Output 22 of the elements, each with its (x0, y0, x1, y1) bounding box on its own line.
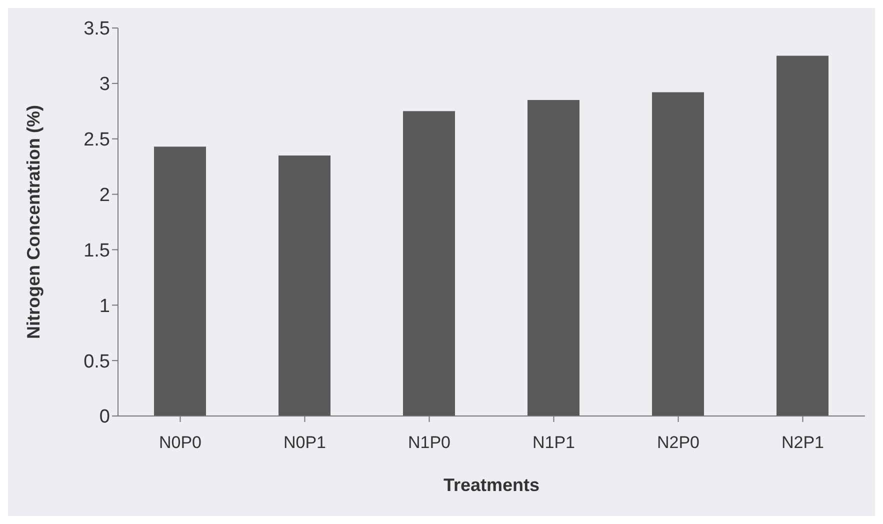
bar (528, 100, 580, 416)
y-tick-label: 2.5 (84, 130, 110, 151)
x-axis-title: Treatments (443, 475, 540, 495)
y-tick-label: 1.5 (84, 240, 110, 262)
bar (154, 146, 206, 416)
bar (652, 92, 704, 416)
x-tick-label: N1P0 (408, 433, 451, 452)
y-tick-label: 2 (99, 185, 110, 206)
y-tick-label: 0 (99, 406, 110, 428)
x-tick-label: N2P1 (781, 433, 824, 452)
bar (776, 56, 828, 416)
y-tick-label: 3.5 (84, 18, 110, 40)
x-tick-label: N1P1 (532, 433, 576, 452)
y-tick-label: 3 (99, 74, 110, 96)
bar (403, 111, 455, 416)
bar (278, 155, 330, 416)
x-tick-label: N2P0 (656, 433, 700, 452)
y-tick-label: 1 (99, 296, 110, 317)
y-axis-title: Nitrogen Concentration (%) (23, 105, 44, 339)
x-tick-label: N0P1 (283, 433, 326, 452)
y-tick-label: 0.5 (84, 351, 110, 372)
x-tick-label: N0P0 (158, 433, 202, 452)
